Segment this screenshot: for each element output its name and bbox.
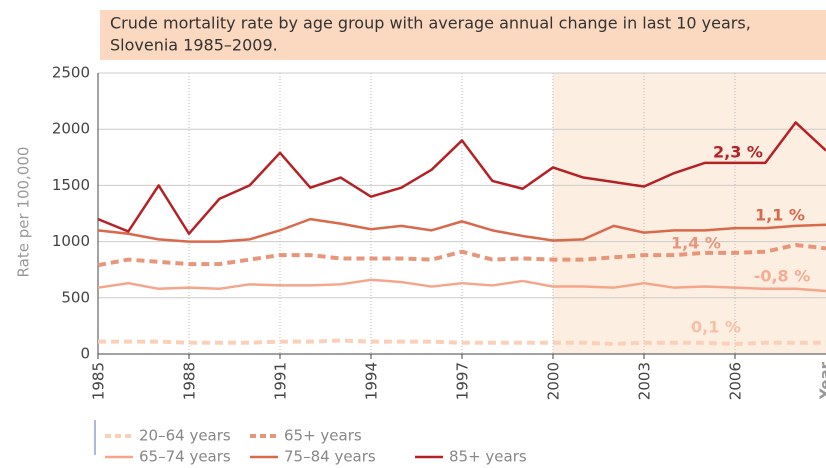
x-tick-label: 1991	[272, 362, 290, 400]
y-tick-label: 0	[80, 345, 90, 363]
annotation: 0,1 %	[691, 318, 741, 337]
x-tick-label: 2000	[545, 362, 563, 400]
series-line	[97, 278, 826, 293]
series-line	[97, 242, 826, 268]
annotation: 1,1 %	[755, 206, 805, 225]
x-tick-label: 1985	[90, 362, 108, 400]
x-tick-label: 1997	[454, 362, 472, 400]
x-tick-label: 1994	[363, 362, 381, 400]
legend-label: 65–74 years	[139, 448, 231, 466]
chart-title: Slovenia 1985–2009.	[110, 36, 278, 55]
chart-title: Crude mortality rate by age group with a…	[110, 14, 751, 33]
x-tick-label: 2006	[727, 362, 745, 400]
legend-label: 85+ years	[449, 448, 527, 466]
legend-label: 65+ years	[284, 427, 362, 445]
y-axis-label: Rate per 100,000	[15, 147, 33, 278]
highlight-region	[553, 73, 826, 354]
series-line	[97, 121, 826, 235]
title-box	[100, 10, 826, 60]
y-tick-label: 1500	[52, 176, 90, 194]
y-tick-label: 2000	[52, 120, 90, 138]
annotation: -0,8 %	[754, 267, 811, 286]
y-tick-label: 500	[61, 288, 90, 306]
y-tick-label: 2500	[52, 64, 90, 82]
y-tick-label: 1000	[52, 232, 90, 250]
series-line	[98, 338, 826, 346]
x-tick-label: 2003	[636, 362, 654, 400]
annotation: 2,3 %	[713, 143, 763, 162]
series-line	[97, 217, 826, 243]
annotation: 1,4 %	[671, 234, 721, 253]
legend-label: 75–84 years	[284, 448, 376, 466]
x-tick-label: 1988	[181, 362, 199, 400]
x-axis-label: Year	[817, 361, 826, 400]
legend-label: 20–64 years	[139, 427, 231, 445]
